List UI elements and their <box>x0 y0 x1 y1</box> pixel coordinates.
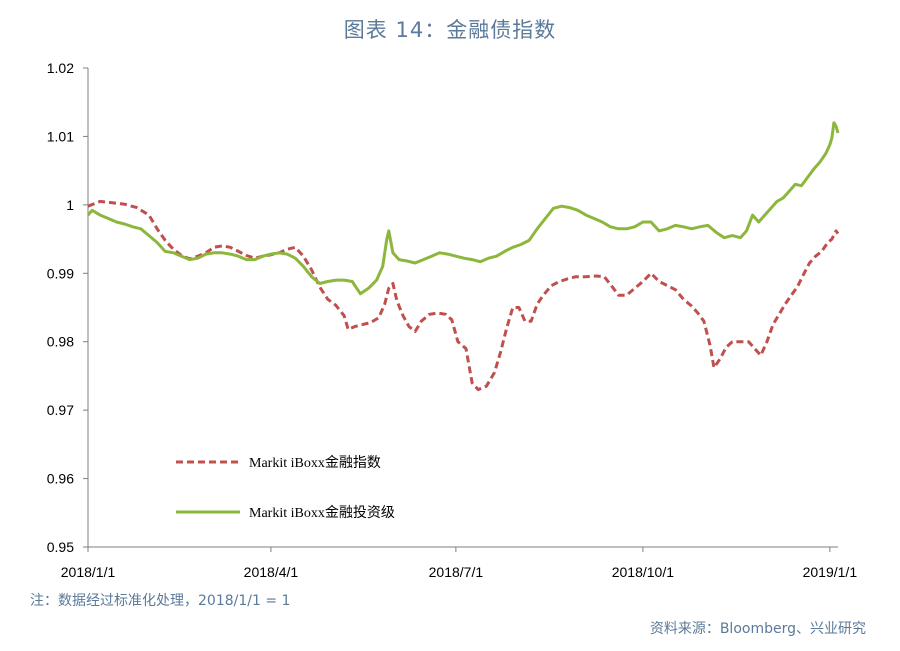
x-tick-label: 2018/10/1 <box>612 564 674 580</box>
y-tick-label: 1.02 <box>47 60 74 76</box>
series-layer <box>86 121 840 392</box>
x-tick-label: 2018/4/1 <box>244 564 299 580</box>
x-tick-label: 2018/1/1 <box>61 564 116 580</box>
legend-label: Markit iBoxx金融投资级 <box>249 505 395 521</box>
chart-note: 注：数据经过标准化处理，2018/1/1 = 1 <box>30 593 291 609</box>
x-tick-label: 2018/7/1 <box>429 564 484 580</box>
series-line-iboxx-financial <box>87 199 840 392</box>
x-tick-label: 2019/1/1 <box>803 564 858 580</box>
page-title: 图表 14：金融债指数 <box>343 18 557 42</box>
y-tick-label: 0.99 <box>47 265 74 281</box>
y-tick-label: 0.98 <box>47 334 74 350</box>
legend-label: Markit iBoxx金融指数 <box>249 455 381 471</box>
chart-legend: Markit iBoxx金融指数 Markit iBoxx金融投资级 <box>176 455 395 521</box>
y-tick-label: 0.95 <box>47 539 74 555</box>
x-tick-labels: 2018/1/1 2018/4/1 2018/7/1 2018/10/1 2019/1/… <box>61 564 858 580</box>
chart-axes <box>83 67 838 552</box>
y-tick-label: 1.01 <box>47 128 74 144</box>
y-tick-label: 1 <box>66 197 74 213</box>
series-line-iboxx-financial-ig <box>86 121 840 296</box>
y-tick-labels: 1.02 1.01 1 0.99 0.98 0.97 0.96 0.95 <box>47 60 74 555</box>
y-tick-label: 0.97 <box>47 402 74 418</box>
y-tick-label: 0.96 <box>47 471 74 487</box>
chart-source: 资料来源：Bloomberg、兴业研究 <box>649 621 866 637</box>
